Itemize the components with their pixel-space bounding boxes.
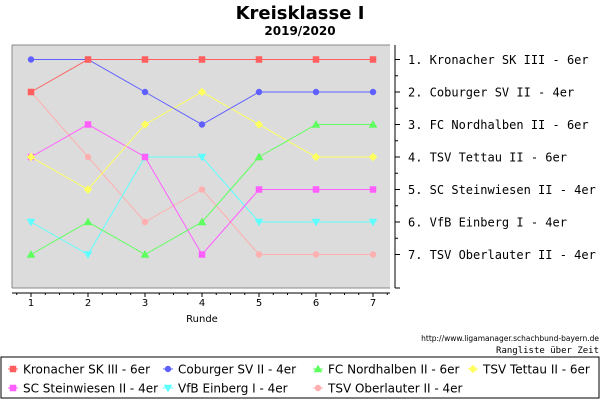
legend-item: FC Nordhalben II - 6er — [313, 363, 460, 377]
data-point — [369, 251, 377, 258]
data-point — [369, 56, 377, 63]
data-point — [140, 120, 150, 129]
data-point — [198, 186, 206, 193]
data-point — [312, 251, 320, 258]
rank-label: 5. SC Steinwiesen II - 4er — [408, 183, 596, 197]
data-point — [26, 152, 36, 162]
data-point — [141, 56, 149, 63]
legend-label: TSV Oberlauter II - 4er — [327, 382, 463, 396]
legend-label: FC Nordhalben II - 6er — [328, 363, 460, 377]
data-point — [254, 218, 264, 227]
data-point — [27, 88, 35, 96]
data-point — [84, 56, 92, 63]
rank-label: 4. TSV Tettau II - 6er — [408, 151, 567, 165]
data-point — [368, 152, 378, 162]
data-point — [311, 119, 321, 128]
x-tick-label: 2 — [85, 298, 91, 309]
data-point — [198, 251, 206, 258]
legend-item: SC Steinwiesen II - 4er — [8, 382, 158, 396]
data-point — [198, 56, 206, 63]
legend-marker — [314, 384, 322, 392]
chart-title: Kreisklasse I — [236, 3, 365, 24]
series-layer — [26, 56, 378, 260]
x-tick-label: 3 — [142, 298, 148, 309]
legend-marker — [164, 365, 172, 373]
data-point — [312, 186, 320, 193]
data-point — [141, 153, 149, 161]
series-3 — [26, 119, 378, 258]
series-1 — [27, 56, 377, 96]
legend-marker — [9, 384, 17, 392]
data-point — [312, 88, 320, 96]
data-point — [141, 88, 149, 96]
data-point — [311, 218, 321, 227]
legend-item: VfB Einberg I - 4er — [163, 382, 288, 396]
data-point — [197, 87, 207, 97]
data-point — [254, 120, 264, 129]
series-4 — [26, 87, 378, 194]
legend-marker — [313, 364, 323, 373]
rank-label: 1. Kronacher SK III - 6er — [408, 53, 589, 67]
x-tick-label: 6 — [313, 298, 319, 309]
data-point — [255, 186, 263, 193]
data-point — [255, 251, 263, 258]
rank-label: 2. Coburger SV II - 4er — [408, 86, 574, 100]
data-point — [197, 153, 207, 162]
data-point — [369, 186, 377, 193]
data-point — [26, 218, 36, 227]
data-point — [83, 185, 93, 194]
legend-label: Kronacher SK III - 6er — [23, 363, 150, 377]
chart-subtitle: 2019/2020 — [264, 24, 335, 38]
legend: Kronacher SK III - 6er Coburger SV II - 4… — [8, 363, 590, 396]
rank-label: 3. FC Nordhalben II - 6er — [408, 118, 589, 132]
data-point — [368, 119, 378, 128]
data-point — [84, 121, 92, 128]
plot-frame — [11, 44, 390, 289]
rank-label: 6. VfB Einberg I - 4er — [408, 216, 567, 230]
legend-item: TSV Oberlauter II - 4er — [313, 382, 463, 396]
legend-item: Coburger SV II - 4er — [163, 363, 296, 377]
data-point — [197, 217, 207, 226]
data-point — [83, 251, 93, 260]
x-tick-label: 7 — [370, 298, 376, 309]
data-point — [84, 153, 92, 161]
x-tick-label: 5 — [256, 298, 262, 309]
legend-box — [0, 356, 600, 399]
data-point — [26, 249, 36, 258]
legend-label: TSV Tettau II - 6er — [482, 363, 590, 377]
footer-url: http://www.ligamanager.schachbund-bayern… — [421, 334, 599, 343]
data-point — [254, 152, 264, 161]
right-axis — [394, 45, 400, 289]
legend-label: Coburger SV II - 4er — [178, 363, 296, 377]
data-point — [311, 152, 321, 162]
x-tick-label: 4 — [199, 298, 205, 309]
footer-caption: Rangliste über Zeit — [496, 346, 599, 356]
data-point — [255, 56, 263, 63]
rank-labels: 1. Kronacher SK III - 6er 2. Coburger SV … — [408, 53, 596, 262]
data-point — [27, 56, 35, 63]
x-axis: 1 2 3 4 5 6 7 — [12, 292, 390, 309]
data-point — [140, 249, 150, 258]
legend-item: Kronacher SK III - 6er — [8, 363, 150, 377]
data-point — [198, 121, 206, 128]
legend-marker — [468, 364, 478, 374]
legend-label: VfB Einberg I - 4er — [178, 382, 288, 396]
data-point — [255, 88, 263, 96]
rank-label: 7. TSV Oberlauter II - 4er — [408, 248, 596, 262]
legend-marker — [9, 365, 17, 373]
x-axis-label: Runde — [186, 314, 218, 325]
data-point — [368, 218, 378, 227]
legend-item: TSV Tettau II - 6er — [468, 363, 590, 377]
data-point — [141, 218, 149, 226]
data-point — [312, 56, 320, 63]
data-point — [369, 88, 377, 96]
legend-marker — [163, 384, 173, 393]
x-tick-label: 1 — [28, 298, 34, 309]
legend-label: SC Steinwiesen II - 4er — [23, 382, 158, 396]
data-point — [83, 217, 93, 226]
